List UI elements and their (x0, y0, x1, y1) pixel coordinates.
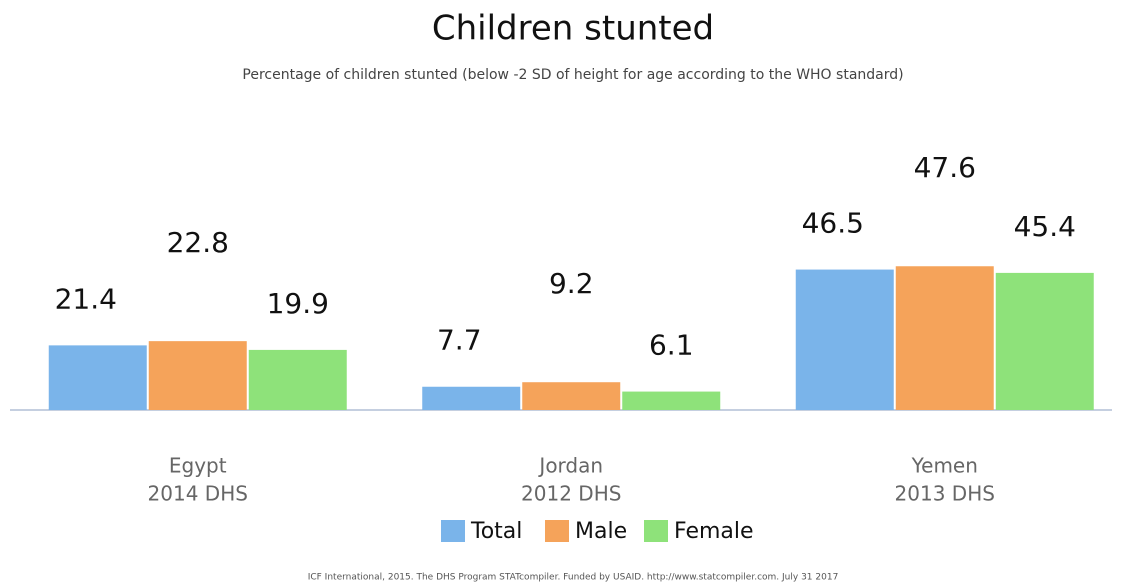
bar (522, 382, 621, 410)
legend-swatch (441, 520, 465, 542)
x-tick-label: Jordan (537, 454, 603, 478)
data-label: 46.5 (802, 207, 864, 240)
bar (795, 269, 894, 410)
bar (622, 391, 721, 410)
x-tick-label: Egypt (169, 454, 227, 478)
bar (995, 272, 1094, 410)
data-label: 19.9 (267, 287, 329, 320)
data-label: 7.7 (437, 324, 482, 357)
legend-label: Female (674, 519, 754, 544)
x-tick-label: 2013 DHS (895, 482, 995, 506)
data-label: 9.2 (549, 267, 594, 300)
legend-label: Male (575, 519, 627, 544)
chart-subtitle: Percentage of children stunted (below -2… (242, 67, 903, 83)
legend-swatch (644, 520, 668, 542)
data-label: 6.1 (649, 329, 694, 362)
data-label: 47.6 (914, 151, 976, 184)
source-note: ICF International, 2015. The DHS Program… (308, 573, 839, 583)
x-tick-label: Yemen (911, 454, 978, 478)
legend-label: Total (470, 519, 522, 544)
bar (48, 345, 147, 410)
bar (248, 349, 347, 410)
bar (422, 386, 521, 410)
x-tick-label: 2014 DHS (148, 482, 248, 506)
x-tick-label: 2012 DHS (521, 482, 621, 506)
chart-title: Children stunted (432, 9, 714, 49)
bar (148, 341, 247, 410)
data-label: 22.8 (167, 226, 229, 259)
data-label: 21.4 (55, 282, 117, 315)
bar (895, 266, 994, 410)
legend-swatch (545, 520, 569, 542)
data-label: 45.4 (1014, 210, 1076, 243)
